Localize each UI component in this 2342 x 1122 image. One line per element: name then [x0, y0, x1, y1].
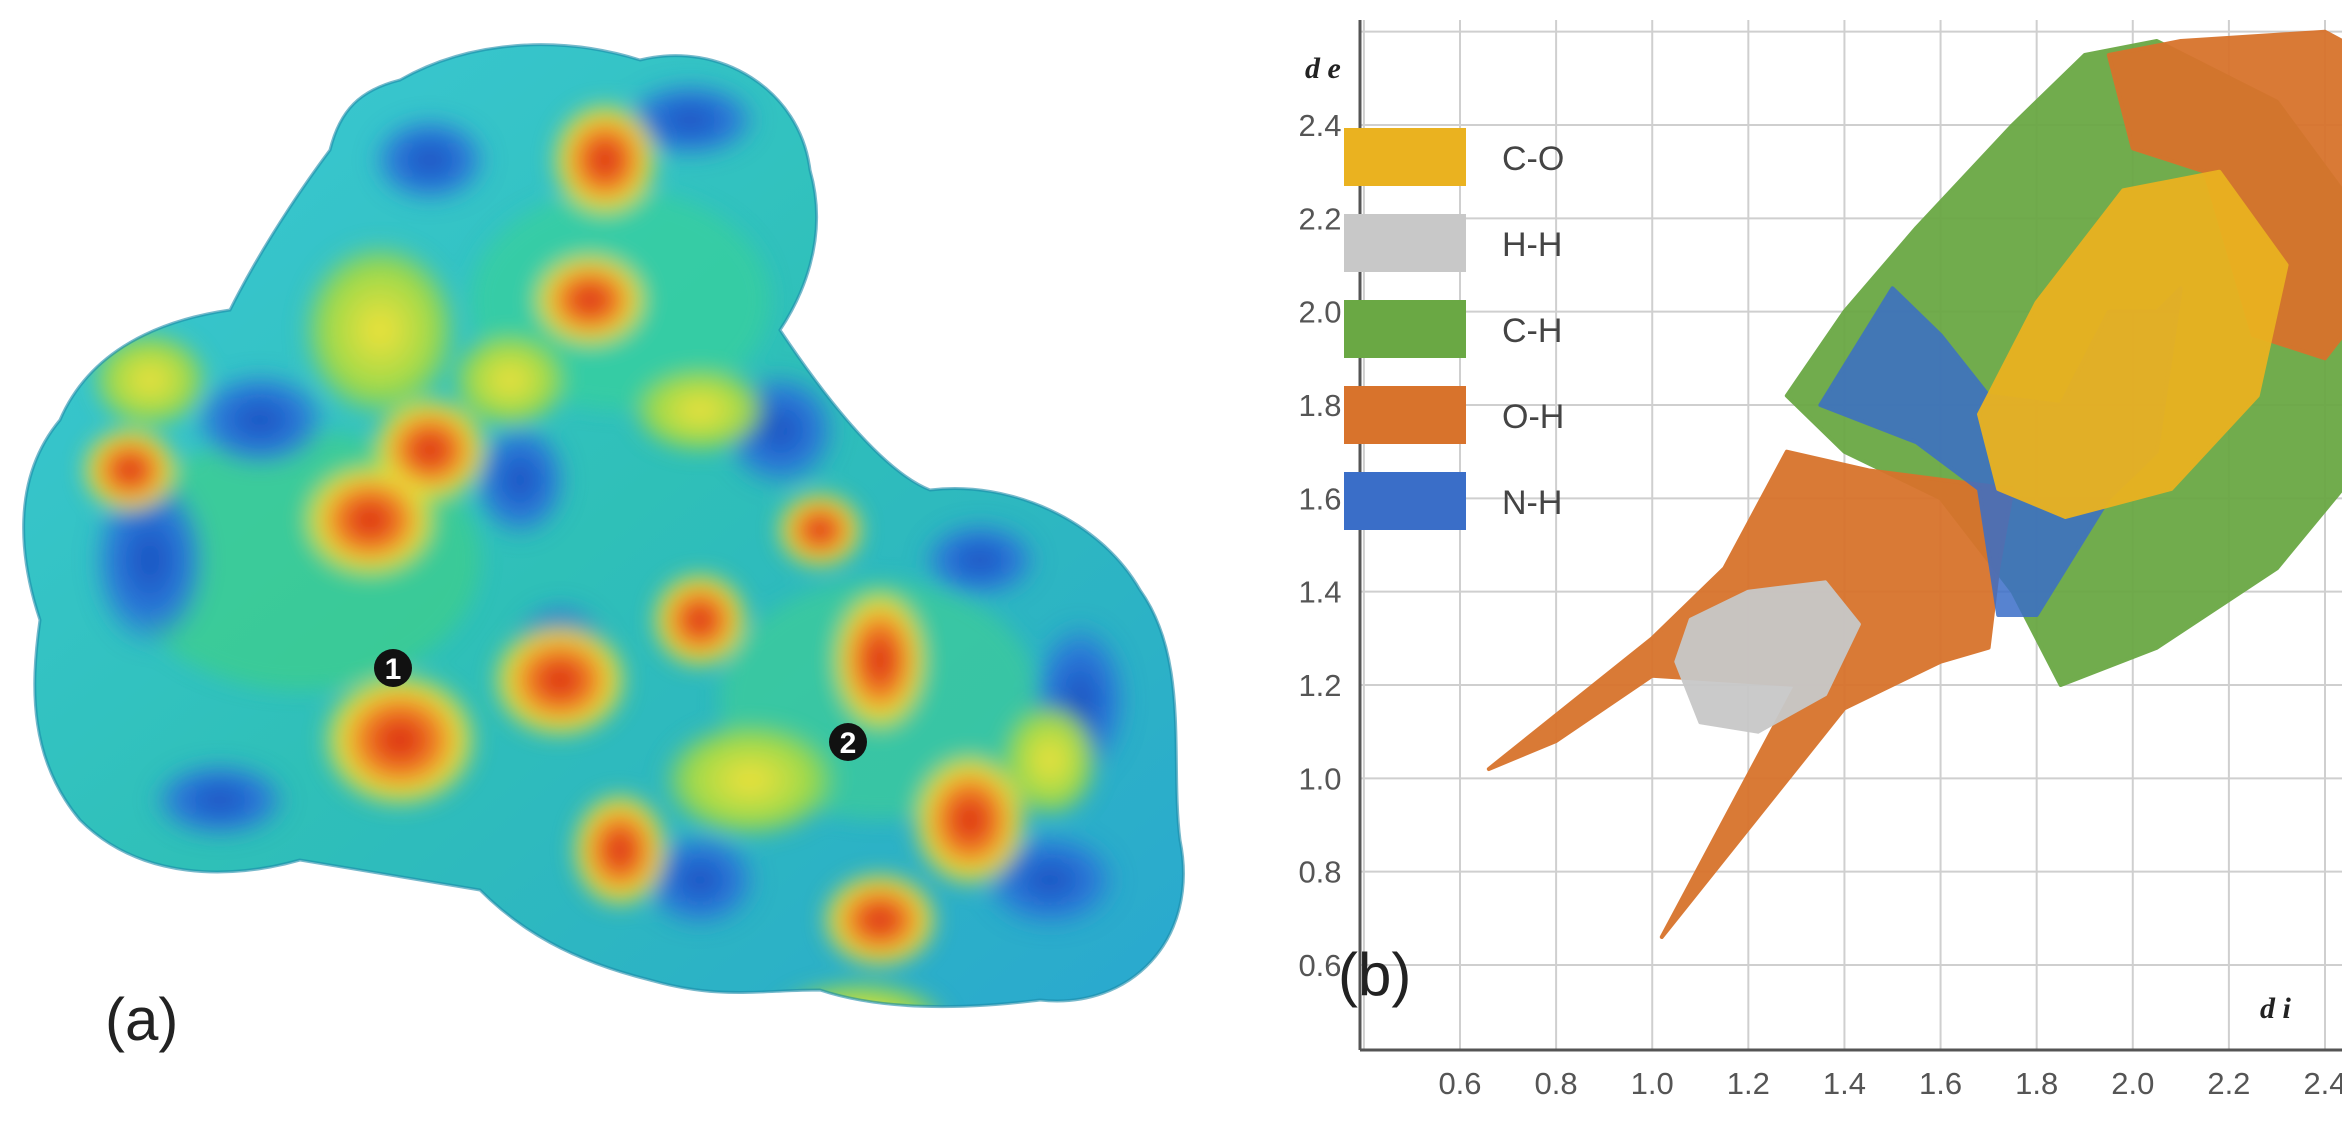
- legend-item-c-h: C-H: [1344, 300, 1562, 358]
- x-tick-label: 1.6: [1919, 1066, 1962, 1101]
- legend-item-h-h: H-H: [1344, 214, 1562, 272]
- legend-label: O-H: [1502, 398, 1564, 436]
- y-tick-label: 1.6: [1298, 481, 1341, 516]
- legend-swatch: [1344, 300, 1466, 358]
- x-tick-label: 1.4: [1823, 1066, 1866, 1101]
- legend-swatch: [1344, 128, 1466, 186]
- legend-item-n-h: N-H: [1344, 472, 1562, 530]
- x-tick-label: 2.4: [2303, 1066, 2342, 1101]
- x-tick-label: 1.8: [2015, 1066, 2058, 1101]
- legend-item-c-o: C-O: [1344, 128, 1564, 186]
- region-c-o: [1977, 169, 2289, 519]
- y-tick-label: 1.0: [1298, 761, 1341, 796]
- plot-grid: [1360, 20, 2342, 1050]
- x-tick-label: 0.8: [1535, 1066, 1578, 1101]
- legend-swatch: [1344, 214, 1466, 272]
- contact-marker-2: 2: [829, 723, 867, 761]
- contact-marker-1: 1: [374, 649, 412, 687]
- legend-label: C-O: [1502, 140, 1564, 178]
- contact-marker-1-label: 1: [385, 653, 402, 686]
- legend-label: N-H: [1502, 484, 1562, 522]
- legend-item-o-h: O-H: [1344, 386, 1564, 444]
- hirshfeld-surface: [22, 43, 1185, 1009]
- x-tick-label: 1.2: [1727, 1066, 1770, 1101]
- legend-label: C-H: [1502, 312, 1562, 350]
- y-axis-title: d e: [1305, 52, 1341, 85]
- legend: C-O H-H C-H O-H N-H: [1344, 128, 1564, 530]
- y-tick-label: 1.2: [1298, 668, 1341, 703]
- fingerprint-plot-panel: 0.6 0.8 1.0 1.2 1.4 1.6 1.8 2.0 2.2 2.4 0.6 0.8 1.0 1…: [1240, 0, 2342, 1117]
- x-tick-label: 0.6: [1438, 1066, 1481, 1101]
- y-tick-label: 1.8: [1298, 388, 1341, 423]
- y-tick-label: 2.4: [1298, 108, 1341, 143]
- panel-a-label: (a): [105, 986, 178, 1053]
- region-h-h: [1674, 580, 1861, 734]
- legend-swatch: [1344, 472, 1466, 530]
- x-tick-label: 1.0: [1631, 1066, 1674, 1101]
- plot-axes: [1358, 20, 2342, 1052]
- legend-swatch: [1344, 386, 1466, 444]
- legend-label: H-H: [1502, 226, 1562, 264]
- y-tick-label: 0.8: [1298, 855, 1341, 890]
- y-tick-label: 2.0: [1298, 295, 1341, 330]
- x-tick-label: 2.2: [2207, 1066, 2250, 1101]
- y-tick-label: 2.2: [1298, 201, 1341, 236]
- hirshfeld-surface-figure: 1 2 (a): [22, 43, 1185, 1053]
- plot-regions: [1486, 29, 2342, 939]
- y-tick-label: 0.6: [1298, 948, 1341, 983]
- x-tick-label: 2.0: [2111, 1066, 2154, 1101]
- fingerprint-plot: 0.6 0.8 1.0 1.2 1.4 1.6 1.8 2.0 2.2 2.4 0.6 0.8 1.0 1…: [1298, 20, 2342, 1101]
- contact-marker-2-label: 2: [840, 727, 857, 760]
- plot-tick-labels: 0.6 0.8 1.0 1.2 1.4 1.6 1.8 2.0 2.2 2.4 0.6 0.8 1.0 1…: [1298, 108, 2342, 1101]
- hirshfeld-surface-panel: 1 2 (a): [22, 43, 1185, 1053]
- y-tick-label: 1.4: [1298, 575, 1341, 610]
- x-axis-title: d i: [2260, 992, 2292, 1025]
- panel-b-label: (b): [1338, 941, 1411, 1008]
